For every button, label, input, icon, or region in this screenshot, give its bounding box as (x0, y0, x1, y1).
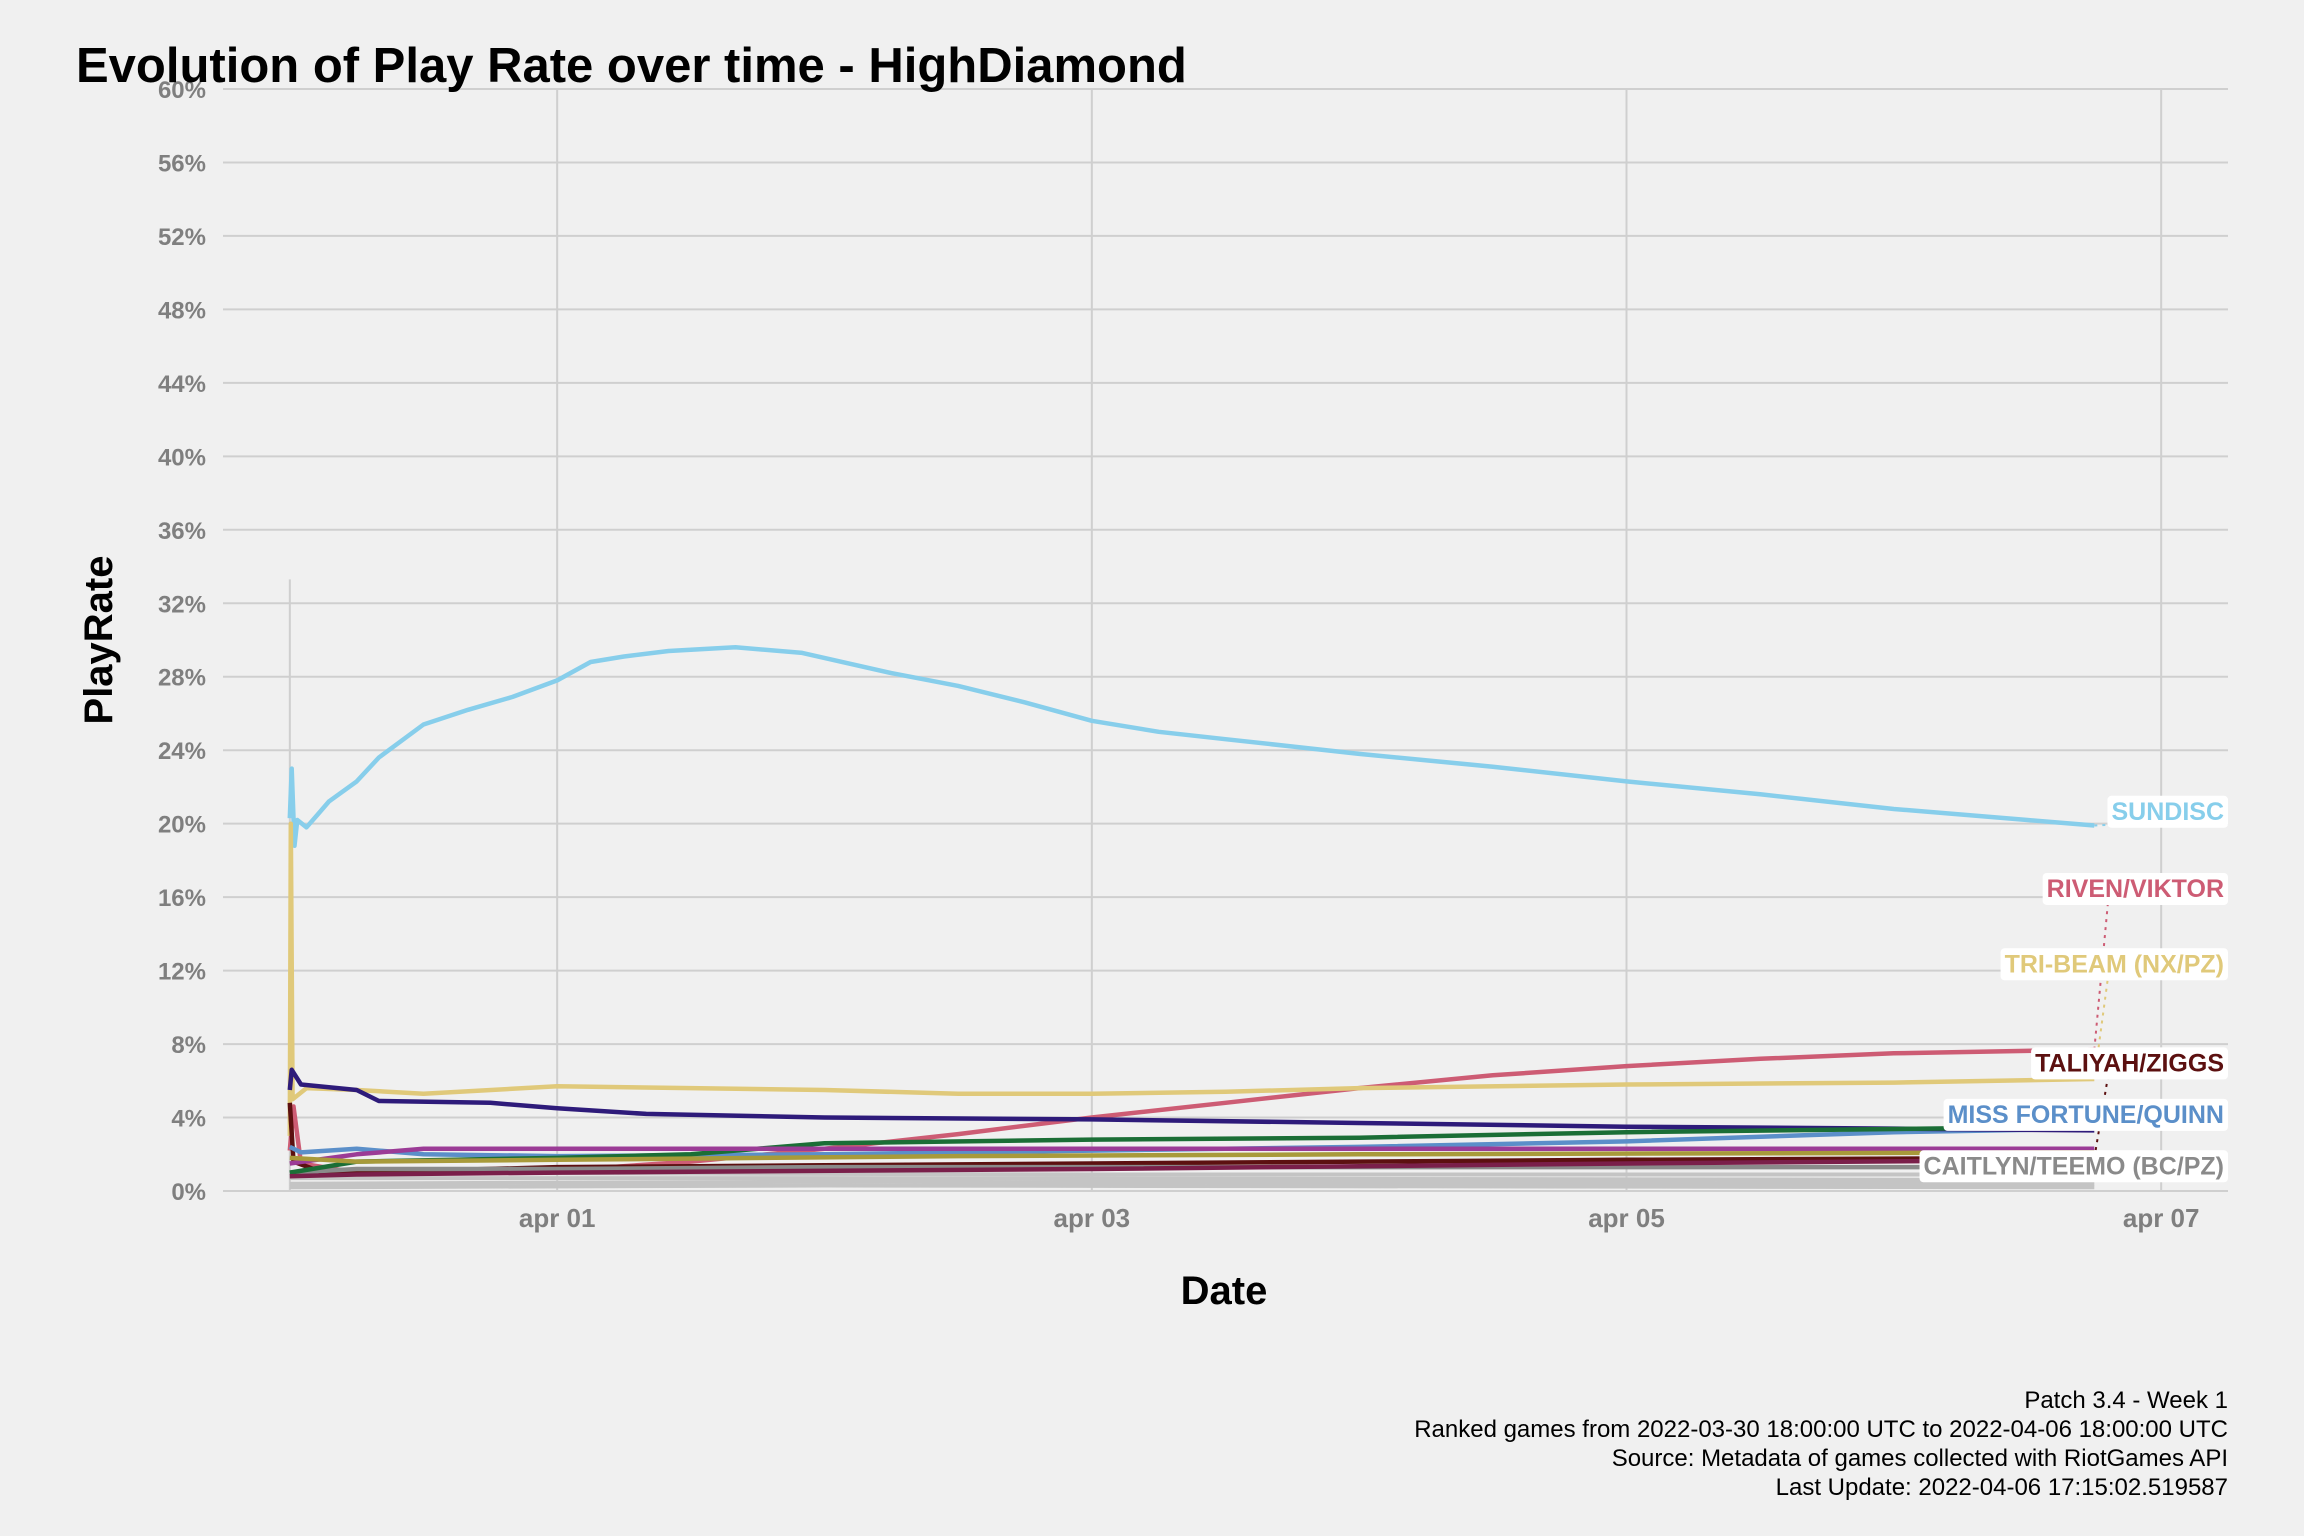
y-tick-label: 0% (171, 1179, 206, 1206)
grid (223, 88, 2228, 1192)
series-label: MISS FORTUNE/QUINN (1948, 1101, 2224, 1129)
series-label-box (2042, 872, 2228, 905)
series-label: CAITLYN/TEEMO (BC/PZ) (1924, 1152, 2224, 1180)
y-tick-label: 40% (158, 444, 206, 471)
y-tick-label: 20% (158, 812, 206, 839)
series-label-box (2031, 1047, 2228, 1080)
y-tick-label: 60% (158, 77, 206, 104)
y-tick-label: 24% (158, 738, 206, 765)
y-axis-ticks: 0% 4% 8% 12% 16% 20% 24% 28% 32% 36% 40% 44% 48% 52% 5… (158, 77, 206, 1206)
series-line (289, 1164, 2095, 1175)
series-label-box (2107, 795, 2228, 828)
y-tick-label: 36% (158, 518, 206, 545)
series-label: TRI-BEAM (NX/PZ) (2005, 950, 2224, 978)
y-tick-label: 16% (158, 885, 206, 912)
y-tick-label: 28% (158, 665, 206, 692)
series-label: TALIYAH/ZIGGS (2035, 1049, 2224, 1077)
x-tick-label: apr 03 (1054, 1203, 1131, 1233)
series-label-box (2000, 948, 2228, 981)
y-tick-label: 4% (171, 1106, 206, 1133)
y-tick-label: 56% (158, 150, 206, 177)
label-leader-line (2094, 823, 2109, 827)
y-tick-label: 32% (158, 591, 206, 618)
series-line (287, 645, 2095, 848)
caption-line: Ranked games from 2022-03-30 18:00:00 UT… (1414, 1416, 2228, 1443)
series-line (288, 1126, 2095, 1159)
series-lines (287, 645, 2095, 1190)
x-tick-label: apr 07 (2123, 1203, 2200, 1233)
y-tick-label: 8% (171, 1032, 206, 1059)
series-line (287, 821, 2095, 1136)
series-line (289, 1176, 2095, 1182)
series-line (289, 1157, 2095, 1179)
chart-title: Evolution of Play Rate over time - HighD… (76, 39, 1187, 93)
series-line (289, 1150, 2095, 1164)
caption: Patch 3.4 - Week 1 Ranked games from 202… (1414, 1387, 2228, 1501)
series-line (289, 1179, 2095, 1186)
x-axis-title: Date (1181, 1269, 1268, 1313)
caption-line: Source: Metadata of games collected with… (1612, 1445, 2228, 1472)
series-label: SUNDISC (2111, 798, 2224, 826)
x-tick-label: apr 01 (519, 1203, 596, 1233)
x-axis-ticks: apr 01 apr 03 apr 05 apr 07 (519, 1203, 2200, 1233)
series-line (289, 1183, 2095, 1190)
y-axis-title: PlayRate (77, 556, 121, 725)
series-label-box (1943, 1098, 2228, 1131)
caption-line: Patch 3.4 - Week 1 (2024, 1387, 2228, 1414)
caption-line: Last Update: 2022-04-06 17:15:02.519587 (1776, 1474, 2228, 1501)
x-tick-label: apr 05 (1588, 1203, 1665, 1233)
y-tick-label: 48% (158, 297, 206, 324)
series-label: RIVEN/VIKTOR (2047, 875, 2224, 903)
y-tick-label: 44% (158, 371, 206, 398)
series-labels: SUNDISC RIVEN/VIKTOR TRI-BEAM (NX/PZ) TALIY… (1919, 795, 2228, 1183)
y-tick-label: 52% (158, 224, 206, 251)
series-label-box (1919, 1150, 2228, 1183)
series-line (287, 1067, 2095, 1133)
series-line (289, 1146, 2095, 1166)
y-tick-label: 12% (158, 959, 206, 986)
